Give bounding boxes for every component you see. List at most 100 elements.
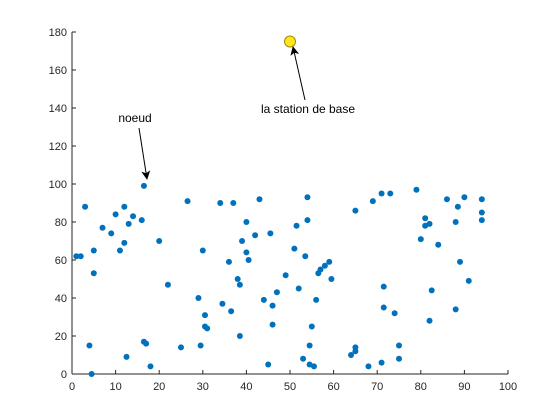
base-station-group (284, 35, 296, 48)
node-point (452, 219, 459, 225)
node-point (243, 219, 250, 225)
node-point (125, 220, 132, 227)
node-point (369, 198, 376, 205)
y-tick-label: 160 (49, 65, 67, 77)
node-point (461, 194, 468, 201)
node-point (236, 333, 243, 339)
x-tick-label: 50 (284, 381, 296, 393)
x-tick-label: 40 (240, 381, 252, 393)
node-point (293, 222, 300, 229)
node-point (123, 353, 130, 360)
node-point (396, 355, 402, 362)
annotation-node-text: noeud (118, 111, 151, 125)
node-point (195, 295, 202, 301)
node-point (201, 312, 208, 319)
node-point (378, 359, 385, 366)
node-point (121, 239, 128, 246)
y-tick-label: 80 (55, 217, 67, 229)
annotation-base-station-arrow (290, 46, 306, 101)
node-point (478, 209, 485, 216)
node-point (396, 342, 402, 349)
node-point (348, 352, 355, 358)
node-point (164, 281, 171, 288)
node-point (310, 363, 317, 370)
node-point (88, 371, 95, 377)
node-point (86, 342, 93, 349)
node-point (365, 363, 372, 370)
node-point (308, 323, 315, 330)
node-point (317, 266, 324, 273)
node-point (478, 217, 485, 224)
node-point (82, 203, 89, 210)
node-point (304, 194, 311, 201)
node-point (380, 283, 387, 290)
node-point (413, 186, 420, 193)
y-tick-label: 20 (55, 331, 67, 343)
node-point (391, 310, 398, 317)
node-point (252, 232, 259, 239)
y-tick-label: 60 (55, 255, 67, 267)
node-point (454, 203, 461, 210)
y-tick-label: 40 (55, 293, 67, 305)
node-point (138, 217, 145, 224)
node-point (265, 361, 272, 368)
x-tick-label: 10 (109, 381, 121, 393)
node-point (77, 253, 84, 260)
node-point (204, 325, 211, 332)
node-point (108, 230, 115, 237)
node-point (228, 308, 235, 315)
node-point (378, 190, 385, 197)
annotation-base-station-text: la station de base (261, 102, 355, 116)
node-point (435, 241, 442, 248)
node-point (282, 272, 289, 279)
node-point (178, 344, 184, 351)
node-point (328, 276, 335, 282)
node-point (417, 236, 424, 243)
node-point (147, 363, 154, 370)
node-point (304, 217, 311, 224)
node-point (321, 262, 328, 269)
node-point (478, 196, 485, 203)
node-point (352, 207, 359, 214)
y-tick-label: 180 (49, 27, 67, 39)
node-point (295, 285, 302, 292)
x-ticks: 0 10 20 30 40 50 60 70 80 90 100 (69, 370, 517, 393)
node-point (426, 220, 433, 227)
node-point (267, 230, 274, 237)
node-point (73, 253, 80, 260)
node-point (217, 200, 224, 206)
node-point (245, 257, 252, 263)
node-point (256, 196, 263, 203)
node-point (260, 296, 267, 303)
annotation-node: noeud (118, 111, 152, 180)
node-point (452, 306, 459, 313)
x-tick-label: 30 (197, 381, 209, 393)
node-point (90, 270, 97, 277)
node-point (269, 302, 276, 309)
node-point (352, 348, 359, 355)
node-point (313, 296, 320, 303)
y-tick-label: 100 (49, 179, 67, 191)
node-point (243, 249, 250, 256)
node-point (156, 238, 163, 244)
x-tick-label: 60 (327, 381, 339, 393)
node-point (380, 304, 387, 311)
node-point (230, 200, 237, 206)
y-tick-label: 0 (61, 369, 67, 381)
node-point (90, 247, 97, 254)
node-point (300, 355, 307, 362)
node-point (306, 342, 313, 349)
plot-axes (71, 32, 508, 375)
node-point (457, 258, 464, 265)
x-tick-label: 90 (458, 381, 470, 393)
node-point (326, 258, 333, 265)
node-point (121, 203, 128, 210)
node-point (130, 213, 137, 220)
x-tick-label: 70 (371, 381, 383, 393)
node-point (184, 198, 191, 205)
node-point (99, 224, 106, 231)
node-point (465, 277, 472, 284)
node-point (387, 190, 394, 197)
node-point (428, 287, 435, 294)
